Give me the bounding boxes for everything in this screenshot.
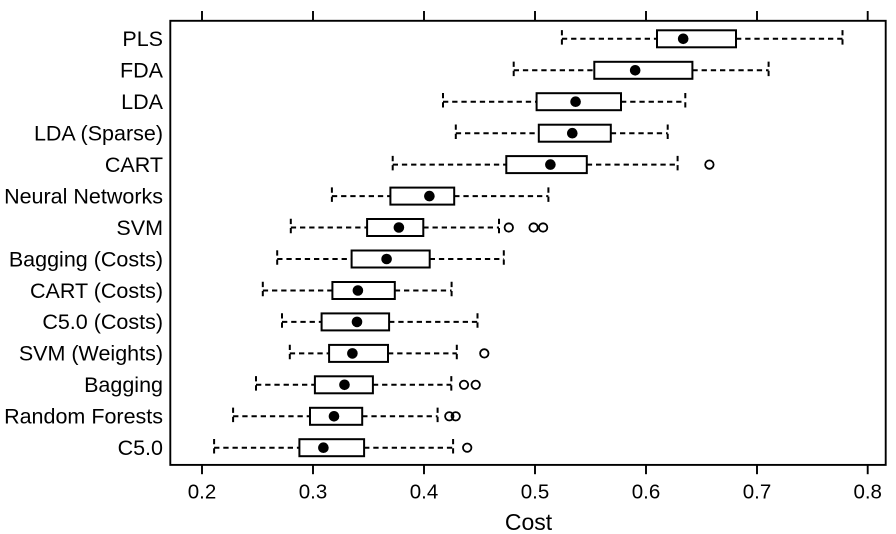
svg-text:0.3: 0.3 [299,480,328,503]
svg-text:0.6: 0.6 [632,480,661,503]
svg-text:C5.0 (Costs): C5.0 (Costs) [42,310,163,334]
svg-text:Bagging: Bagging [84,373,163,397]
svg-text:0.8: 0.8 [853,480,882,503]
svg-text:CART (Costs): CART (Costs) [30,279,163,303]
svg-text:C5.0: C5.0 [118,436,163,460]
svg-text:SVM (Weights): SVM (Weights) [19,342,163,366]
svg-text:0.5: 0.5 [521,480,550,503]
svg-text:FDA: FDA [120,59,164,83]
svg-text:Cost: Cost [505,509,553,534]
svg-text:0.2: 0.2 [188,480,217,503]
svg-text:Random Forests: Random Forests [4,405,163,429]
svg-text:0.7: 0.7 [743,480,772,503]
svg-text:LDA (Sparse): LDA (Sparse) [34,122,163,146]
svg-text:Neural Networks: Neural Networks [4,184,163,208]
svg-text:CART: CART [105,153,163,177]
svg-text:PLS: PLS [122,27,163,51]
svg-text:LDA: LDA [121,90,163,114]
svg-text:0.4: 0.4 [410,480,439,503]
svg-text:SVM: SVM [116,216,163,240]
svg-text:Bagging (Costs): Bagging (Costs) [9,247,163,271]
